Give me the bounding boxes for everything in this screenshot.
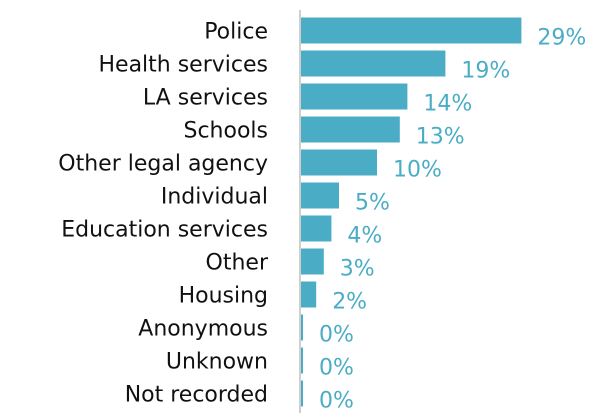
category-label: Individual xyxy=(161,185,268,210)
data-label: 5% xyxy=(355,191,390,216)
bar xyxy=(301,281,317,308)
data-label: 19% xyxy=(461,59,510,84)
category-label: LA services xyxy=(143,86,268,111)
data-label: 13% xyxy=(416,125,465,150)
category-label: Education services xyxy=(61,218,268,243)
category-label: Schools xyxy=(184,119,269,144)
bar xyxy=(301,149,377,176)
bar xyxy=(301,380,303,407)
bar xyxy=(301,17,522,44)
data-label: 0% xyxy=(319,356,354,381)
data-label: 4% xyxy=(347,224,382,249)
data-label: 14% xyxy=(423,92,472,117)
data-label: 10% xyxy=(393,158,442,183)
data-label: 29% xyxy=(537,26,586,51)
bar xyxy=(301,248,324,275)
bar xyxy=(301,50,446,77)
category-label: Housing xyxy=(179,284,268,309)
data-label: 2% xyxy=(332,290,367,315)
category-label: Unknown xyxy=(166,350,268,375)
category-label: Not recorded xyxy=(125,383,268,408)
data-label: 0% xyxy=(319,323,354,348)
bar xyxy=(301,83,408,110)
bar xyxy=(301,314,303,341)
bar xyxy=(301,347,303,374)
data-label: 0% xyxy=(319,389,354,413)
bar xyxy=(301,182,339,209)
bar xyxy=(301,116,400,143)
category-label: Health services xyxy=(98,53,268,78)
data-label: 3% xyxy=(340,257,375,282)
category-label: Anonymous xyxy=(138,317,268,342)
bar xyxy=(301,215,332,242)
category-label: Other legal agency xyxy=(58,152,268,177)
category-label: Police xyxy=(204,20,268,45)
category-label: Other xyxy=(206,251,269,276)
